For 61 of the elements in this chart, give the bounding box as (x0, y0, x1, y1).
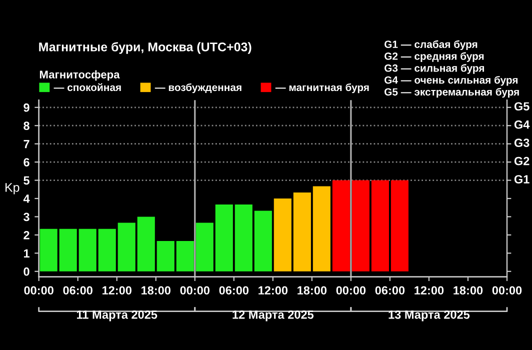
ref-line-label: G2 (514, 156, 530, 166)
text: 11 Марта 2025 (76, 310, 158, 322)
x-tick-label: 18:00 (142, 286, 170, 295)
bar (176, 240, 194, 272)
bar (371, 180, 389, 272)
y-tick-label: 0 (24, 267, 30, 276)
x-tick-label: 06:00 (219, 286, 249, 295)
text: G1 — слабая буря (384, 40, 478, 50)
bar (78, 228, 96, 272)
y-axis-title: Kp (6, 183, 20, 194)
bar (332, 180, 350, 272)
x-tick-label: 00:00 (492, 286, 522, 295)
x-tick-label: 18:00 (454, 286, 483, 295)
bar (59, 228, 77, 272)
text: 12 Марта 2025 (232, 310, 314, 322)
text: G4 — очень сильная буря (384, 76, 518, 86)
bar (254, 210, 272, 272)
bar (40, 228, 58, 272)
text: G2 — средняя буря (384, 52, 484, 62)
text: G5 — экстремальная буря (384, 88, 519, 98)
bar (98, 228, 116, 272)
legend-label: — магнитная буря (275, 83, 369, 94)
bar (196, 222, 214, 272)
y-tick-label: 9 (24, 103, 30, 112)
legend-label: — возбужденная (154, 83, 242, 94)
y-tick-label: 5 (24, 176, 30, 185)
y-tick-label: 7 (24, 140, 30, 148)
text: 13 Марта 2025 (388, 310, 470, 322)
ref-line-label: G4 (514, 120, 530, 129)
bar (352, 180, 370, 272)
x-tick-label: 12:00 (258, 286, 288, 295)
x-tick-label: 12:00 (102, 286, 132, 295)
chart-title: Магнитные бури, Москва (UTC+03) (39, 42, 252, 54)
x-tick-label: 18:00 (298, 286, 327, 295)
y-tick-label: 2 (24, 230, 30, 240)
bar (137, 216, 155, 272)
legend-title: Магнитосфера (40, 70, 120, 81)
bar (274, 198, 292, 272)
y-tick-label: 4 (23, 194, 30, 203)
bar (312, 186, 330, 272)
bar (234, 204, 252, 272)
legend-label: — спокойная (54, 83, 121, 92)
x-tick-label: 00:00 (180, 286, 210, 295)
y-tick-label: 1 (24, 249, 30, 258)
y-tick-label: 6 (24, 158, 30, 166)
x-tick-label: 06:00 (375, 286, 405, 295)
x-tick-label: 00:00 (336, 286, 366, 295)
text: G3 — сильная буря (384, 64, 484, 74)
y-tick-label: 3 (24, 212, 30, 222)
bar (156, 240, 174, 272)
bar (215, 204, 233, 272)
x-tick-label: 00:00 (24, 286, 54, 295)
ref-line-label: G1 (514, 175, 530, 184)
bar (293, 192, 311, 272)
x-tick-label: 06:00 (63, 286, 92, 295)
ref-line-label: G3 (514, 138, 530, 148)
bar (390, 180, 408, 272)
ref-line-label: G5 (514, 102, 530, 111)
bar (118, 222, 136, 272)
y-tick-label: 8 (24, 122, 30, 130)
x-tick-label: 12:00 (414, 286, 444, 295)
